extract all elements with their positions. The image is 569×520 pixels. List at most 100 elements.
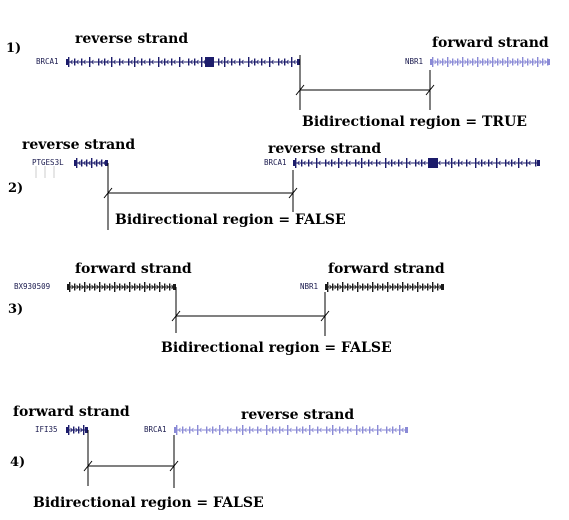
strand-chevron [392,160,396,166]
exon-mark [164,283,166,291]
exon-mark [382,283,384,291]
gene-end-cap [547,59,550,65]
exon-mark [386,426,388,434]
strand-chevron [529,59,533,65]
gene-end-cap [74,160,77,166]
exon-mark [249,426,251,434]
gene-end-cap [405,427,408,433]
strand-chevron [75,427,79,433]
exon-mark [457,58,459,66]
exon-mark [98,58,100,66]
strand-chevron [439,59,443,65]
strand-chevron [258,427,262,433]
exon-mark [417,282,419,292]
strand-chevron [459,59,463,65]
exon-mark [537,57,539,67]
strand-chevron [374,284,378,290]
strand-chevron [273,427,277,433]
exon-mark [124,283,126,291]
strand-chevron [389,284,393,290]
strand-chevron [166,284,170,290]
exon-mark [398,159,400,167]
exon-mark [362,283,364,291]
strand-chevron [356,160,360,166]
exon-mark [387,282,389,292]
exon-mark [254,58,256,66]
strand-chevron [332,160,336,166]
exon-mark [296,426,298,434]
gene-end-cap [173,284,176,290]
strand-chevron [416,160,420,166]
gene-end-cap [85,427,88,433]
strand-label-left: reverse strand [22,137,135,153]
strand-chevron [333,427,337,433]
strand-chevron [474,59,478,65]
strand-chevron [318,427,322,433]
strand-label-right: forward strand [432,35,549,51]
exon-mark [149,283,151,291]
exon-mark [308,159,310,167]
exon-mark [201,57,203,67]
strand-label-right: reverse strand [268,141,381,157]
strand-chevron [327,427,331,433]
exon-mark [224,57,226,67]
strand-chevron [105,59,109,65]
slash-mark-left [295,84,305,96]
gene-end-cap [297,59,300,65]
exon-mark [331,159,333,167]
exon-mark [158,57,160,67]
exon-mark [91,158,93,168]
exon-mark [338,158,340,168]
exon-mark [261,58,263,66]
exon-mark [357,282,359,292]
gene-track-right [430,57,550,67]
strand-chevron [359,284,363,290]
exon-mark [266,425,268,435]
strand-chevron [506,160,510,166]
strand-chevron [70,427,74,433]
strand-chevron [386,160,390,166]
exon-mark [427,283,429,291]
exon-mark [325,159,327,167]
gene-name-right: NBR1 [405,57,423,66]
exon-mark [377,425,379,435]
strand-chevron [482,160,486,166]
strand-chevron [469,59,473,65]
strand-chevron [288,427,292,433]
exon-mark [164,58,166,66]
exon-mark [368,159,370,167]
strand-chevron [377,160,381,166]
exon-mark [109,283,111,291]
gene-track-left [67,282,176,292]
exon-mark [522,57,524,67]
strand-chevron [136,284,140,290]
exon-mark [497,58,499,66]
strand-chevron [150,59,154,65]
exon-mark [236,426,238,434]
strand-chevron [142,59,146,65]
strand-chevron [446,160,450,166]
exon-mark [182,426,184,434]
strand-chevron [165,59,169,65]
strand-chevron [467,160,471,166]
exon-mark [73,426,75,434]
exon-mark [111,57,113,67]
strand-chevron [489,59,493,65]
exon-mark [287,425,289,435]
strand-chevron [414,284,418,290]
slash-mark-left [83,460,93,472]
strand-chevron [364,284,368,290]
strand-chevron [387,427,391,433]
strand-chevron [302,160,306,166]
exon-mark [104,283,106,291]
strand-chevron [77,160,81,166]
strand-chevron [393,427,397,433]
strand-chevron [255,59,259,65]
panel-3: 3) forward strand forward strand BX93050… [8,261,445,356]
exon-mark [129,282,131,292]
exon-mark [428,158,430,168]
strand-chevron [270,59,274,65]
strand-chevron [357,427,361,433]
strand-chevron [504,59,508,65]
strand-chevron [544,59,548,65]
